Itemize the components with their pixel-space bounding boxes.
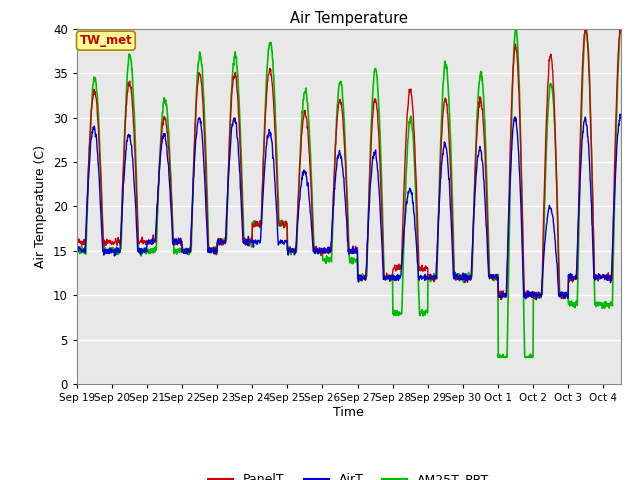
- AirT: [171, 237, 179, 242]
- PanelT: [181, 249, 189, 255]
- PanelT: [497, 297, 505, 302]
- AM25T_PRT: [279, 221, 287, 227]
- Y-axis label: Air Temperature (C): Air Temperature (C): [35, 145, 47, 268]
- AirT: [230, 116, 237, 122]
- PanelT: [279, 219, 287, 225]
- AirT: [73, 251, 81, 256]
- AM25T_PRT: [546, 89, 554, 95]
- PanelT: [73, 238, 81, 244]
- AM25T_PRT: [484, 233, 492, 239]
- AM25T_PRT: [230, 62, 237, 68]
- Legend: PanelT, AirT, AM25T_PRT: PanelT, AirT, AM25T_PRT: [203, 468, 495, 480]
- AirT: [616, 111, 624, 117]
- AirT: [181, 247, 189, 252]
- PanelT: [230, 76, 237, 82]
- AM25T_PRT: [513, 26, 520, 32]
- AirT: [484, 268, 492, 274]
- AirT: [279, 240, 287, 246]
- AM25T_PRT: [171, 246, 179, 252]
- AirT: [617, 115, 625, 121]
- AM25T_PRT: [617, 26, 625, 32]
- AirT: [545, 204, 553, 210]
- Line: PanelT: PanelT: [77, 29, 621, 300]
- Title: Air Temperature: Air Temperature: [290, 11, 408, 26]
- Line: AM25T_PRT: AM25T_PRT: [77, 29, 621, 357]
- PanelT: [582, 26, 589, 32]
- PanelT: [171, 241, 179, 247]
- Text: TW_met: TW_met: [79, 34, 132, 47]
- Line: AirT: AirT: [77, 114, 621, 300]
- PanelT: [545, 57, 553, 62]
- AirT: [532, 297, 540, 302]
- AM25T_PRT: [495, 354, 502, 360]
- PanelT: [617, 29, 625, 35]
- PanelT: [484, 251, 492, 256]
- AM25T_PRT: [73, 246, 81, 252]
- AM25T_PRT: [181, 250, 189, 255]
- X-axis label: Time: Time: [333, 406, 364, 419]
